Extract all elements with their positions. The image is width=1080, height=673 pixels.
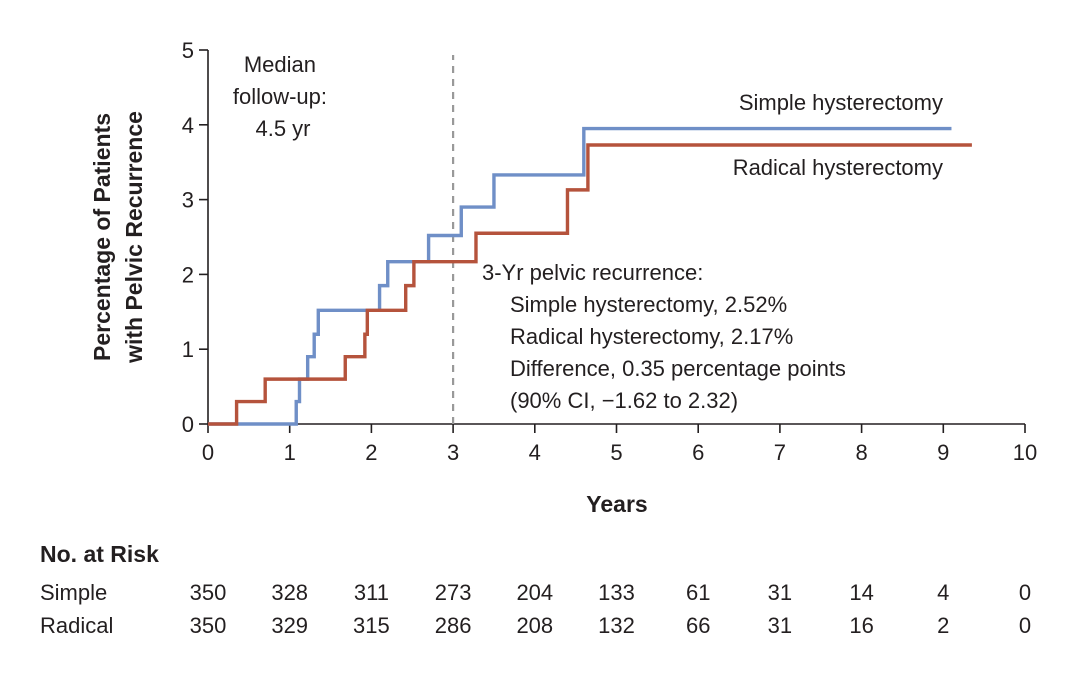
- risk-row-label: Radical: [40, 613, 113, 638]
- x-tick-label: 7: [774, 440, 786, 465]
- x-tick-label: 3: [447, 440, 459, 465]
- pelvic-annotation: 3-Yr pelvic recurrence: Simple hysterect…: [482, 260, 852, 413]
- median-annotation: Median follow-up: 4.5 yr: [233, 52, 333, 141]
- risk-cell: 2: [937, 613, 949, 638]
- risk-cell: 208: [516, 613, 553, 638]
- pelvic-line-4: Difference, 0.35 percentage points: [510, 356, 846, 381]
- x-tick-label: 0: [202, 440, 214, 465]
- risk-table: Simple 350 328 311 273 204 133 61 31 14 4 0 Radical 3…: [40, 580, 1031, 638]
- series-group: [208, 126, 972, 426]
- y-tick-label: 4: [182, 113, 194, 138]
- x-tick-label: 2: [365, 440, 377, 465]
- y-tick-label: 5: [182, 38, 194, 63]
- y-tick-label: 1: [182, 337, 194, 362]
- risk-cell: 31: [768, 613, 792, 638]
- pelvic-line-2: Simple hysterectomy, 2.52%: [510, 292, 787, 317]
- risk-cell: 132: [598, 613, 635, 638]
- risk-row-label: Simple: [40, 580, 107, 605]
- risk-cell: 0: [1019, 613, 1031, 638]
- y-axis-title-line-2: with Pelvic Recurrence: [121, 111, 147, 364]
- x-tick-label: 10: [1013, 440, 1037, 465]
- y-axis-title-2: with Pelvic Recurrence: [121, 111, 147, 364]
- x-tick-label: 5: [610, 440, 622, 465]
- risk-cell: 350: [190, 580, 227, 605]
- y-tick-label: 3: [182, 188, 194, 213]
- y-tick-label: 2: [182, 262, 194, 287]
- risk-cell: 315: [353, 613, 390, 638]
- risk-cell: 61: [686, 580, 710, 605]
- legend-label-simple: Simple hysterectomy: [739, 90, 943, 115]
- risk-cell: 328: [271, 580, 308, 605]
- median-line-2: follow-up:: [233, 84, 327, 109]
- risk-cell: 311: [354, 580, 389, 605]
- risk-cell: 16: [849, 613, 873, 638]
- median-line-3: 4.5 yr: [255, 116, 310, 141]
- risk-cell: 273: [435, 580, 472, 605]
- pelvic-line-1: 3-Yr pelvic recurrence:: [482, 260, 703, 285]
- risk-cell: 66: [686, 613, 710, 638]
- risk-cell: 329: [271, 613, 308, 638]
- legend-label-radical: Radical hysterectomy: [733, 155, 943, 180]
- x-axis-title: Years: [586, 491, 647, 517]
- y-axis-title-line-1: Percentage of Patients: [89, 113, 115, 361]
- series-line-radical: [208, 143, 972, 426]
- pelvic-line-5: (90% CI, −1.62 to 2.32): [510, 388, 738, 413]
- median-line-1: Median: [244, 52, 316, 77]
- axes: 0 1 2 3 4 5 6 7 8 9 10 0 1 2 3 4 5: [182, 38, 1037, 465]
- risk-cell: 14: [849, 580, 873, 605]
- x-tick-label: 4: [529, 440, 541, 465]
- risk-cell: 350: [190, 613, 227, 638]
- risk-table-title: No. at Risk: [40, 541, 159, 567]
- risk-cell: 286: [435, 613, 472, 638]
- y-tick-label: 0: [182, 412, 194, 437]
- risk-cell: 204: [516, 580, 553, 605]
- y-axis-title: Percentage of Patients: [89, 113, 115, 361]
- risk-cell: 0: [1019, 580, 1031, 605]
- x-tick-label: 9: [937, 440, 949, 465]
- x-tick-label: 1: [284, 440, 296, 465]
- x-tick-label: 6: [692, 440, 704, 465]
- risk-cell: 31: [768, 580, 792, 605]
- risk-cell: 4: [937, 580, 949, 605]
- x-tick-label: 8: [855, 440, 867, 465]
- pelvic-line-3: Radical hysterectomy, 2.17%: [510, 324, 793, 349]
- risk-cell: 133: [598, 580, 635, 605]
